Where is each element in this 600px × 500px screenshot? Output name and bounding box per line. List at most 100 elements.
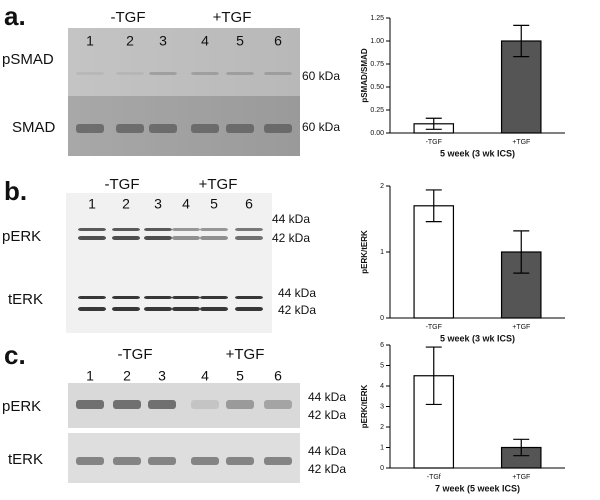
x-tick-label: -TGF — [426, 139, 442, 146]
y-tick-label: 6 — [380, 342, 384, 349]
y-axis-label: pERK/tERK — [360, 230, 369, 274]
band — [76, 72, 104, 75]
band — [235, 236, 263, 240]
lane-label: 1 — [86, 368, 94, 384]
lane-label: 3 — [158, 368, 166, 384]
y-tick-label: 2 — [380, 183, 384, 190]
band — [112, 228, 140, 231]
lane-label: 2 — [123, 368, 131, 384]
band — [149, 124, 177, 133]
lane-label: 4 — [201, 368, 209, 384]
y-tick-label: 0.00 — [370, 130, 384, 137]
group-label: +TGF — [213, 9, 252, 26]
band — [112, 296, 140, 299]
y-tick-label: 0 — [380, 315, 384, 322]
row-label: pERK — [2, 228, 41, 245]
error-bar — [513, 24, 530, 58]
x-axis-label: 7 week (5 week ICS) — [435, 483, 520, 493]
lane-label: 5 — [210, 196, 218, 212]
kda-marker: 42 kDa — [308, 408, 346, 422]
band — [148, 400, 176, 409]
band — [113, 457, 141, 465]
band — [191, 124, 219, 133]
lane-label: 4 — [182, 196, 190, 212]
lane-label: 3 — [154, 196, 162, 212]
kda-marker: 42 kDa — [308, 462, 346, 476]
error-bar — [425, 346, 442, 406]
error-bar — [513, 230, 530, 274]
band — [191, 457, 219, 465]
blot — [68, 96, 300, 156]
row-label: tERK — [8, 451, 43, 468]
band — [172, 228, 200, 231]
band — [264, 400, 292, 409]
blot — [68, 383, 300, 428]
band — [226, 124, 254, 133]
kda-marker: 44 kDa — [278, 286, 316, 300]
band — [144, 296, 172, 299]
lane-label: 6 — [274, 368, 282, 384]
band — [226, 457, 254, 465]
band — [200, 296, 228, 299]
band — [191, 400, 219, 409]
y-tick-label: 0 — [380, 465, 384, 472]
y-tick-label: 1.25 — [370, 15, 384, 22]
lane-label: 1 — [86, 33, 94, 49]
x-axis-label: 5 week (3 wk ICS) — [440, 148, 515, 158]
band — [235, 307, 263, 311]
band — [172, 307, 200, 311]
bar — [413, 205, 455, 319]
lane-label: 6 — [245, 196, 253, 212]
band — [78, 228, 106, 231]
row-label: SMAD — [12, 119, 56, 136]
band — [78, 307, 106, 311]
band — [116, 72, 144, 75]
group-label: -TGF — [118, 346, 153, 363]
lane-label: 3 — [159, 33, 167, 49]
row-label: pERK — [2, 398, 41, 415]
lane-label: 5 — [236, 368, 244, 384]
band — [144, 307, 172, 311]
band — [112, 236, 140, 240]
y-tick-label: 0.50 — [370, 84, 384, 91]
x-tick-label: -TGF — [426, 324, 442, 331]
band — [191, 72, 219, 75]
band — [235, 228, 263, 231]
band — [116, 124, 144, 133]
band — [76, 124, 104, 133]
x-tick-label: +TGF — [512, 324, 530, 331]
lane-label: 6 — [274, 33, 282, 49]
band — [235, 296, 263, 299]
band — [264, 457, 292, 465]
x-axis-label: 5 week (3 wk ICS) — [440, 333, 515, 343]
group-label: -TGF — [111, 9, 146, 26]
y-tick-label: 5 — [380, 362, 384, 369]
y-tick-label: 0.75 — [370, 61, 384, 68]
band — [200, 228, 228, 231]
y-tick-label: 1.00 — [370, 38, 384, 45]
kda-marker: 44 kDa — [308, 444, 346, 458]
band — [226, 400, 254, 409]
band — [76, 400, 104, 409]
y-tick-label: 1 — [380, 249, 384, 256]
lane-label: 4 — [201, 33, 209, 49]
lane-label: 1 — [88, 196, 96, 212]
band — [144, 236, 172, 240]
band — [78, 296, 106, 299]
y-tick-label: 0.25 — [370, 107, 384, 114]
y-tick-label: 1 — [380, 444, 384, 451]
band — [149, 72, 177, 75]
y-axis-label: pERK/tERK — [360, 385, 369, 429]
band — [78, 236, 106, 240]
lane-label: 2 — [126, 33, 134, 49]
y-tick-label: 3 — [380, 403, 384, 410]
kda-marker: 44 kDa — [308, 390, 346, 404]
lane-label: 2 — [122, 196, 130, 212]
kda-marker: 60 kDa — [302, 120, 340, 134]
band — [76, 457, 104, 465]
band — [148, 457, 176, 465]
error-bar — [425, 117, 442, 130]
band — [200, 307, 228, 311]
kda-marker: 42 kDa — [272, 231, 310, 245]
